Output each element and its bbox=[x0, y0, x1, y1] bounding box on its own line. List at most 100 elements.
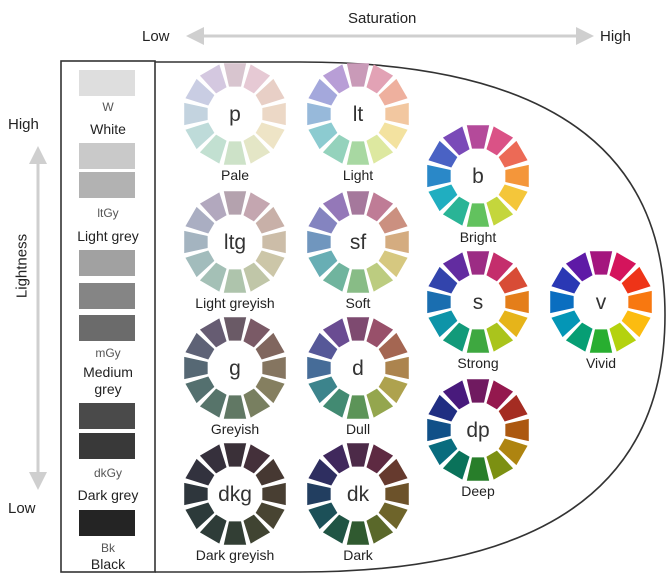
tone-name-b: Bright bbox=[459, 229, 497, 245]
wheel-center bbox=[208, 341, 262, 395]
wheel-segment bbox=[346, 191, 370, 215]
lightness-title-text: Lightness bbox=[13, 233, 31, 299]
wheel-segment bbox=[184, 356, 208, 380]
grey-name-light-grey: Light grey bbox=[77, 228, 139, 244]
tone-code-dkg: dkg bbox=[218, 483, 252, 506]
wheel-segment bbox=[199, 514, 227, 544]
wheel-segment bbox=[385, 482, 409, 506]
tone-code-s: s bbox=[473, 291, 484, 314]
wheel-segment bbox=[262, 356, 286, 380]
tone-code-v: v bbox=[596, 291, 607, 314]
tone-wheel-g: g bbox=[184, 317, 286, 419]
wheel-segment bbox=[243, 388, 271, 418]
wheel-segment bbox=[385, 102, 409, 126]
wheel-center bbox=[331, 215, 385, 269]
grey-code-bk: Bk bbox=[100, 541, 116, 555]
grey-swatch bbox=[79, 283, 135, 309]
wheel-segment bbox=[322, 262, 350, 292]
wheel-segment bbox=[199, 262, 227, 292]
wheel-segment bbox=[378, 332, 408, 360]
wheel-segment bbox=[366, 444, 394, 474]
tone-wheel-dkg: dkg bbox=[184, 443, 286, 545]
wheel-segment bbox=[307, 482, 331, 506]
wheel-segment bbox=[185, 332, 215, 360]
tone-wheel-sf: sf bbox=[307, 191, 409, 293]
wheel-segment bbox=[486, 196, 514, 226]
wheel-segment bbox=[442, 196, 470, 226]
tone-name-dkg: Dark greyish bbox=[195, 547, 275, 563]
wheel-segment bbox=[366, 262, 394, 292]
wheel-segment bbox=[223, 521, 247, 545]
wheel-segment bbox=[223, 317, 247, 341]
wheel-segment bbox=[308, 250, 338, 278]
wheel-segment bbox=[378, 78, 408, 106]
tone-wheel-dp: dp bbox=[427, 379, 529, 481]
tone-wheel-dk: dk bbox=[307, 443, 409, 545]
wheel-segment bbox=[498, 310, 528, 338]
wheel-segment bbox=[466, 329, 490, 353]
wheel-segment bbox=[366, 64, 394, 94]
wheel-segment bbox=[486, 450, 514, 480]
wheel-segment bbox=[621, 266, 651, 294]
wheel-segment bbox=[366, 318, 394, 348]
lightness-arrow bbox=[29, 146, 47, 490]
grey-swatch bbox=[79, 433, 135, 459]
wheel-segment bbox=[442, 450, 470, 480]
wheel-segment bbox=[428, 394, 458, 422]
wheel-segment bbox=[243, 514, 271, 544]
saturation-arrow bbox=[186, 27, 594, 45]
lightness-low-label: Low bbox=[8, 500, 36, 517]
wheel-segment bbox=[184, 482, 208, 506]
wheel-center bbox=[331, 467, 385, 521]
wheel-segment bbox=[255, 122, 285, 150]
wheel-segment bbox=[255, 332, 285, 360]
grey-code-w: W bbox=[102, 100, 114, 114]
tone-wheel-d: d bbox=[307, 317, 409, 419]
wheel-segment bbox=[255, 458, 285, 486]
wheel-segment bbox=[427, 418, 451, 442]
wheel-segment bbox=[366, 388, 394, 418]
wheel-center bbox=[331, 87, 385, 141]
grey-code-ltgy: ltGy bbox=[97, 206, 119, 220]
wheel-segment bbox=[498, 394, 528, 422]
grey-swatch bbox=[79, 510, 135, 536]
wheel-segment bbox=[185, 376, 215, 404]
wheel-segment bbox=[466, 251, 490, 275]
tone-code-b: b bbox=[472, 165, 484, 188]
grey-swatches bbox=[79, 70, 135, 536]
tone-code-d: d bbox=[352, 357, 364, 380]
wheel-segment bbox=[243, 192, 271, 222]
wheel-segment bbox=[609, 322, 637, 352]
wheel-segment bbox=[307, 356, 331, 380]
wheel-segment bbox=[255, 250, 285, 278]
tone-wheel-ltg: ltg bbox=[184, 191, 286, 293]
saturation-high-label: High bbox=[600, 28, 631, 45]
wheel-segment bbox=[428, 310, 458, 338]
wheel-center bbox=[331, 341, 385, 395]
grey-swatch bbox=[79, 172, 135, 198]
grey-code-dkgy: dkGy bbox=[93, 466, 123, 480]
wheel-segment bbox=[322, 388, 350, 418]
wheel-segment bbox=[346, 269, 370, 293]
wheel-segment bbox=[505, 164, 529, 188]
wheel-segment bbox=[322, 318, 350, 348]
tone-code-dp: dp bbox=[466, 419, 489, 442]
wheel-segment bbox=[223, 63, 247, 87]
wheel-segment bbox=[466, 457, 490, 481]
wheel-segment bbox=[185, 502, 215, 530]
tone-name-lt: Light bbox=[342, 167, 374, 183]
grey-name-medium-grey: Medium grey bbox=[83, 364, 133, 397]
wheel-segment bbox=[385, 356, 409, 380]
lightness-high-label: High bbox=[8, 116, 39, 133]
wheel-segment bbox=[589, 251, 613, 275]
tone-boundary bbox=[155, 61, 666, 573]
wheel-segment bbox=[551, 310, 581, 338]
wheel-segment bbox=[322, 444, 350, 474]
tone-name-sf: Soft bbox=[345, 295, 371, 311]
wheel-segment bbox=[505, 290, 529, 314]
wheel-segment bbox=[498, 266, 528, 294]
wheel-segment bbox=[378, 250, 408, 278]
wheel-segment bbox=[262, 482, 286, 506]
tone-name-d: Dull bbox=[345, 421, 371, 437]
wheel-segment bbox=[428, 184, 458, 212]
